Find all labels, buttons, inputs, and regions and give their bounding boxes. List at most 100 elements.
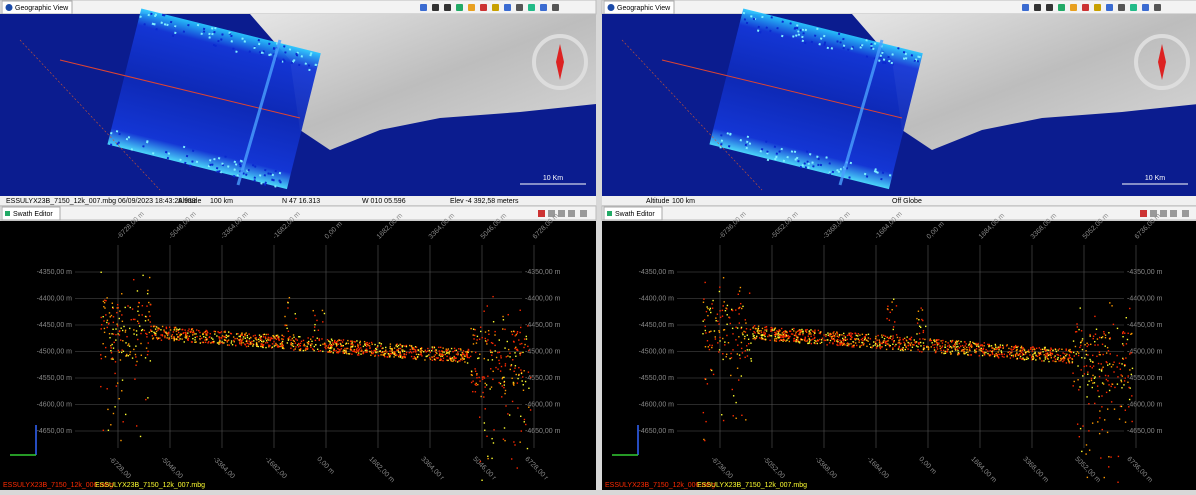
sounding <box>1084 373 1085 374</box>
sounding <box>1086 354 1087 355</box>
toolbar-button[interactable] <box>580 210 587 217</box>
sounding <box>464 356 465 357</box>
sounding <box>1094 376 1095 377</box>
sounding <box>814 340 815 341</box>
toolbar-button[interactable] <box>456 4 463 11</box>
sounding <box>138 314 139 315</box>
toolbar-button[interactable] <box>1142 4 1149 11</box>
sounding <box>164 337 165 338</box>
sounding <box>303 350 304 351</box>
sounding <box>903 339 904 340</box>
toolbar-button[interactable] <box>1106 4 1113 11</box>
toolbar-button[interactable] <box>432 4 439 11</box>
sounding <box>439 350 440 351</box>
sounding <box>892 337 893 338</box>
toolbar-button[interactable] <box>568 210 575 217</box>
sounding <box>134 379 135 380</box>
sounding <box>511 331 512 332</box>
sounding <box>1013 349 1014 350</box>
close-button[interactable] <box>538 210 545 217</box>
sounding <box>182 329 183 330</box>
toolbar-button[interactable] <box>444 4 451 11</box>
sounding <box>839 342 840 343</box>
sounding <box>1066 348 1067 349</box>
sounding <box>835 333 836 334</box>
toolbar-button[interactable] <box>1170 210 1177 217</box>
sounding <box>474 335 475 336</box>
sounding <box>879 339 880 340</box>
sounding <box>963 347 964 348</box>
sounding <box>487 458 488 459</box>
toolbar-button[interactable] <box>1058 4 1065 11</box>
toolbar-button[interactable] <box>480 4 487 11</box>
sounding <box>742 352 743 353</box>
sounding <box>498 382 499 383</box>
toolbar-button[interactable] <box>1154 4 1161 11</box>
sounding <box>393 353 394 354</box>
sounding <box>261 339 262 340</box>
sounding <box>515 356 516 357</box>
sounding <box>1002 356 1003 357</box>
sounding <box>370 355 371 356</box>
toolbar-button[interactable] <box>468 4 475 11</box>
sounding <box>435 354 436 355</box>
sounding <box>176 334 177 335</box>
sounding <box>433 356 434 357</box>
sounding <box>807 343 808 344</box>
toolbar-button[interactable] <box>558 210 565 217</box>
sounding <box>1013 356 1014 357</box>
toolbar-button[interactable] <box>1082 4 1089 11</box>
toolbar-button[interactable] <box>1182 210 1189 217</box>
toolbar-button[interactable] <box>1094 4 1101 11</box>
toolbar-button[interactable] <box>1070 4 1077 11</box>
sounding <box>504 393 505 394</box>
sounding <box>181 338 182 339</box>
toolbar-button[interactable] <box>528 4 535 11</box>
toolbar-button[interactable] <box>552 4 559 11</box>
sounding <box>298 346 299 347</box>
sounding <box>1026 357 1027 358</box>
toolbar-button[interactable] <box>1046 4 1053 11</box>
toolbar-button[interactable] <box>540 4 547 11</box>
sounding <box>142 329 143 330</box>
toolbar-button[interactable] <box>1034 4 1041 11</box>
toolbar-button[interactable] <box>492 4 499 11</box>
sounding <box>977 343 978 344</box>
sounding <box>476 342 477 343</box>
sounding <box>251 341 252 342</box>
sounding <box>374 344 375 345</box>
sounding <box>806 332 807 333</box>
sounding <box>1006 356 1007 357</box>
sounding <box>931 340 932 341</box>
sounding <box>794 338 795 339</box>
sounding <box>879 344 880 345</box>
sounding <box>847 339 848 340</box>
sounding <box>135 356 136 357</box>
sounding <box>173 331 174 332</box>
toolbar-button[interactable] <box>1160 210 1167 217</box>
toolbar-button[interactable] <box>1130 4 1137 11</box>
sounding <box>522 376 523 377</box>
toolbar-button[interactable] <box>420 4 427 11</box>
toolbar-button[interactable] <box>1022 4 1029 11</box>
toolbar-button[interactable] <box>504 4 511 11</box>
sounding <box>940 340 941 341</box>
sounding <box>705 421 706 422</box>
sounding <box>956 343 957 344</box>
sounding <box>505 365 506 366</box>
sounding <box>528 407 529 408</box>
sounding <box>366 344 367 345</box>
sounding <box>396 344 397 345</box>
sounding <box>918 311 919 312</box>
sounding <box>468 357 469 358</box>
sounding <box>1120 374 1121 375</box>
sounding <box>375 355 376 356</box>
toolbar-button[interactable] <box>516 4 523 11</box>
sounding <box>484 430 485 431</box>
close-button[interactable] <box>1140 210 1147 217</box>
toolbar-button[interactable] <box>1118 4 1125 11</box>
sounding <box>998 347 999 348</box>
sounding <box>1043 360 1044 361</box>
sounding <box>513 341 514 342</box>
sounding <box>475 384 476 385</box>
